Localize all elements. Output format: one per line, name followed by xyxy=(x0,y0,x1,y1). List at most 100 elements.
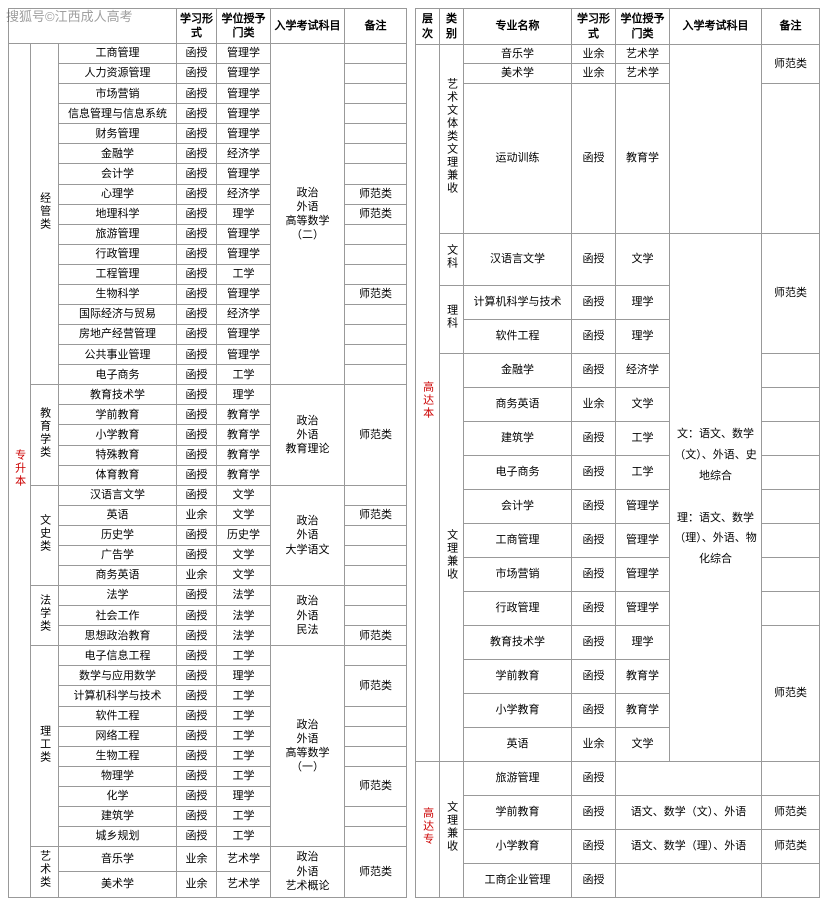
note-cell xyxy=(345,365,407,385)
note-cell: 师范类 xyxy=(345,284,407,304)
col-header: 入学考试科目 xyxy=(670,9,762,45)
note-cell xyxy=(345,606,407,626)
note-cell xyxy=(345,706,407,726)
degree-cell: 管理学 xyxy=(217,164,271,184)
degree-cell: 艺术学 xyxy=(217,847,271,872)
note-cell xyxy=(345,726,407,746)
note-cell: 师范类 xyxy=(762,795,820,829)
col-header: 类别 xyxy=(440,9,464,45)
degree-cell: 管理学 xyxy=(217,325,271,345)
exam-cell xyxy=(616,863,762,897)
form-cell: 函授 xyxy=(177,325,217,345)
form-cell: 函授 xyxy=(177,606,217,626)
major-cell: 网络工程 xyxy=(59,726,177,746)
note-cell xyxy=(345,43,407,63)
degree-cell: 工学 xyxy=(217,686,271,706)
form-cell: 函授 xyxy=(177,405,217,425)
note-cell xyxy=(345,485,407,505)
major-cell: 软件工程 xyxy=(59,706,177,726)
form-cell: 函授 xyxy=(177,43,217,63)
form-cell: 业余 xyxy=(177,565,217,585)
form-cell: 函授 xyxy=(177,786,217,806)
col-header: 学位授予门类 xyxy=(616,9,670,45)
form-cell: 函授 xyxy=(177,184,217,204)
note-cell xyxy=(345,124,407,144)
col-header: 学习形式 xyxy=(572,9,616,45)
major-cell: 音乐学 xyxy=(59,847,177,872)
note-cell xyxy=(762,421,820,455)
degree-cell: 理学 xyxy=(217,786,271,806)
degree-cell: 经济学 xyxy=(217,144,271,164)
degree-cell: 工学 xyxy=(217,646,271,666)
note-cell xyxy=(762,523,820,557)
note-cell xyxy=(345,104,407,124)
major-cell: 房地产经营管理 xyxy=(59,325,177,345)
degree-cell: 文学 xyxy=(217,505,271,525)
exam-cell: 文：语文、数学（文）、外语、史地综合 理：语文、数学（理）、外语、物化综合 xyxy=(670,233,762,761)
degree-cell: 理学 xyxy=(217,385,271,405)
note-cell xyxy=(345,244,407,264)
category-cell: 艺术文体类文理兼收 xyxy=(440,45,464,234)
degree-cell: 教育学 xyxy=(217,465,271,485)
form-cell: 函授 xyxy=(177,686,217,706)
major-cell: 计算机科学与技术 xyxy=(59,686,177,706)
major-cell: 小学教育 xyxy=(59,425,177,445)
form-cell: 函授 xyxy=(177,545,217,565)
major-cell: 行政管理 xyxy=(59,244,177,264)
degree-cell: 法学 xyxy=(217,626,271,646)
form-cell: 函授 xyxy=(177,425,217,445)
degree-cell: 法学 xyxy=(217,606,271,626)
degree-cell: 经济学 xyxy=(217,184,271,204)
major-cell: 心理学 xyxy=(59,184,177,204)
category-cell: 文科 xyxy=(440,233,464,285)
major-cell: 音乐学 xyxy=(464,45,572,64)
major-cell: 法学 xyxy=(59,586,177,606)
exam-cell: 政治 外语 大学语文 xyxy=(271,485,345,585)
note-cell xyxy=(345,84,407,104)
col-header: 入学考试科目 xyxy=(271,9,345,44)
note-cell xyxy=(345,345,407,365)
form-cell: 函授 xyxy=(177,646,217,666)
major-cell: 信息管理与信息系统 xyxy=(59,104,177,124)
note-cell xyxy=(345,224,407,244)
major-cell: 社会工作 xyxy=(59,606,177,626)
major-cell: 生物工程 xyxy=(59,746,177,766)
form-cell: 业余 xyxy=(177,872,217,897)
major-cell: 工商管理 xyxy=(59,43,177,63)
degree-cell: 文学 xyxy=(217,485,271,505)
col-header: 备注 xyxy=(762,9,820,45)
degree-cell: 教育学 xyxy=(217,445,271,465)
form-cell: 函授 xyxy=(177,365,217,385)
note-cell xyxy=(345,827,407,847)
degree-cell: 工学 xyxy=(217,746,271,766)
col-header: 学习形式 xyxy=(177,9,217,44)
exam-cell xyxy=(616,761,762,795)
major-cell: 化学 xyxy=(59,786,177,806)
major-cell: 美术学 xyxy=(59,872,177,897)
degree-cell: 管理学 xyxy=(217,244,271,264)
note-cell: 师范类 xyxy=(345,184,407,204)
category-cell: 文理兼收 xyxy=(440,761,464,897)
category-cell: 理科 xyxy=(440,285,464,353)
form-cell: 函授 xyxy=(177,806,217,826)
degree-cell: 管理学 xyxy=(217,345,271,365)
form-cell: 函授 xyxy=(177,284,217,304)
exam-cell: 政治 外语 高等数学（一） xyxy=(271,646,345,847)
major-cell: 体育教育 xyxy=(59,465,177,485)
form-cell: 函授 xyxy=(177,64,217,84)
category-cell: 法学类 xyxy=(31,586,59,646)
major-cell: 教育技术学 xyxy=(59,385,177,405)
col-header: 专业名称 xyxy=(464,9,572,45)
form-cell: 函授 xyxy=(177,706,217,726)
exam-cell: 政治 外语 民法 xyxy=(271,586,345,646)
note-cell xyxy=(762,557,820,591)
note-cell xyxy=(345,325,407,345)
form-cell: 函授 xyxy=(177,726,217,746)
degree-cell: 工学 xyxy=(217,726,271,746)
left-table: 学习形式学位授予门类入学考试科目备注专升本经管类工商管理函授管理学政治 外语 高… xyxy=(8,8,407,898)
exam-cell: 语文、数学（文）、外语 xyxy=(616,795,762,829)
major-cell: 市场营销 xyxy=(59,84,177,104)
major-cell: 电子商务 xyxy=(59,365,177,385)
form-cell: 函授 xyxy=(177,345,217,365)
note-cell xyxy=(762,489,820,523)
